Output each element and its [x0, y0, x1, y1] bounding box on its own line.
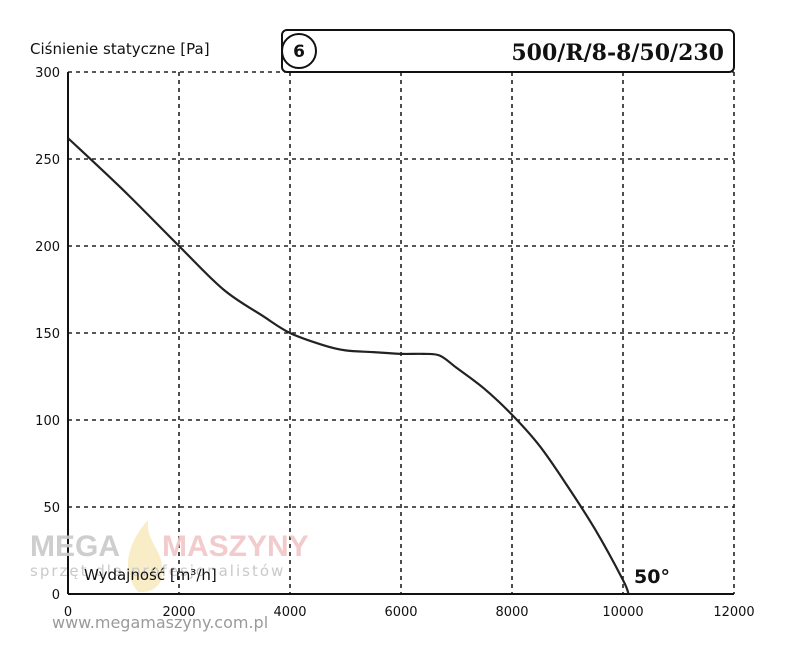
x-tick-label: 10000: [602, 605, 643, 620]
axes: [67, 72, 734, 595]
watermark-mega: MEGA: [30, 530, 120, 563]
y-tick-label: 100: [35, 414, 60, 429]
y-tick-label: 200: [35, 240, 60, 255]
grid-lines: [68, 71, 735, 594]
x-tick-label: 8000: [495, 605, 528, 620]
watermark-tagline: sprzęt dla profesjonalistów: [30, 562, 285, 580]
x-axis-label: Wydajność [m³/h]: [84, 566, 217, 584]
flame-logo-icon: [127, 520, 163, 593]
y-tick-labels: 0 50 100 150 200 250 300: [35, 66, 60, 603]
y-tick-label: 300: [35, 66, 60, 81]
fan-curve-line: [67, 137, 630, 595]
curve-number: 6: [293, 42, 305, 62]
y-tick-label: 150: [35, 327, 60, 342]
x-tick-label: 2000: [162, 605, 195, 620]
title-box: 6 500/R/8-8/50/230: [281, 29, 735, 73]
x-tick-labels: 0 2000 4000 6000 8000 10000 12000: [64, 605, 755, 620]
blade-angle-label: 50°: [634, 566, 670, 588]
watermark-url: www.megamaszyny.com.pl: [52, 613, 268, 632]
x-tick-label: 4000: [273, 605, 306, 620]
x-tick-label: 0: [64, 605, 72, 620]
x-tick-label: 6000: [384, 605, 417, 620]
chart-title: 500/R/8-8/50/230: [511, 40, 724, 66]
y-tick-label: 50: [43, 501, 60, 516]
watermark-maszyny: MASZYNY: [162, 530, 309, 563]
curve-number-badge: [281, 33, 317, 69]
x-tick-label: 12000: [713, 605, 754, 620]
watermark: MEGA MASZYNY sprzęt dla profesjonalistów: [30, 520, 309, 593]
y-axis-label: Ciśnienie statyczne [Pa]: [30, 40, 210, 58]
y-tick-label: 0: [52, 588, 60, 603]
y-tick-label: 250: [35, 153, 60, 168]
